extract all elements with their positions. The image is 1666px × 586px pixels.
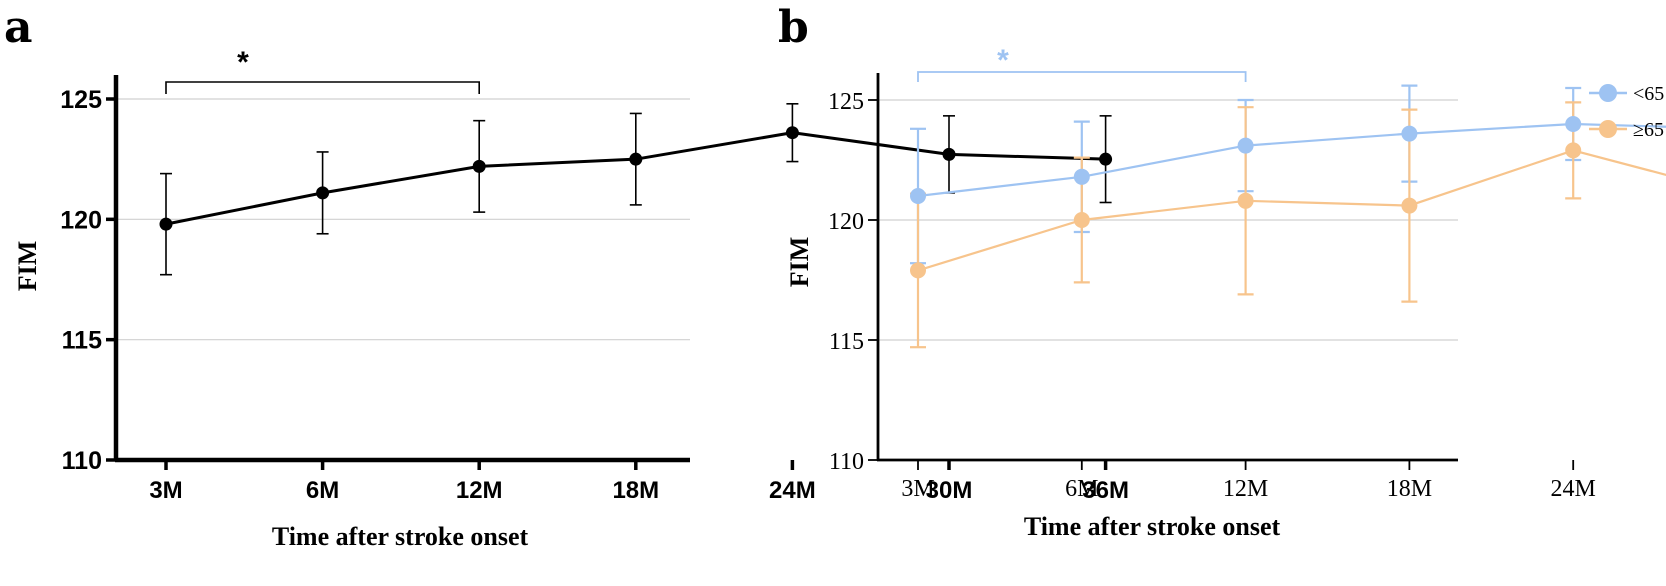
x-tick-label-3M: 3M (901, 476, 934, 502)
y-tick-label-125: 125 (60, 86, 102, 114)
y-tick-label-115: 115 (62, 327, 102, 355)
panel-b-legend: <65 ≥65 (1589, 83, 1664, 141)
x-tick-label-30M: 30M (926, 477, 973, 504)
y-tick-label-120: 120 (60, 206, 102, 234)
panel-a-letter: a (4, 2, 33, 53)
panel-b-significance-star: * (997, 44, 1009, 77)
x-tick-label-12M: 12M (456, 477, 503, 504)
legend-marker-under65 (1599, 84, 1617, 102)
data-point-All-12M (472, 159, 486, 173)
panel-a: a Time after stroke onset FIM 110 115 120 1… (4, 2, 1129, 551)
data-point-All-30M (942, 147, 956, 161)
data-point-All-6M (316, 186, 330, 200)
y-tick-label-115: 115 (829, 329, 864, 355)
data-point-≥65-24M (1565, 142, 1582, 159)
panel-a-y-axis-label: FIM (13, 241, 42, 292)
x-tick-label-18M: 18M (612, 477, 659, 504)
legend-label-65-and-over: ≥65 (1633, 119, 1664, 141)
data-point-<65-18M (1401, 125, 1418, 142)
legend-marker-65-and-over (1599, 120, 1617, 138)
x-tick-label-18M: 18M (1387, 476, 1432, 502)
x-tick-label-3M: 3M (149, 477, 182, 504)
x-tick-label-24M: 24M (769, 477, 816, 504)
x-tick-label-36M: 36M (1082, 477, 1129, 504)
panel-a-significance-star: * (237, 46, 249, 79)
y-tick-label-110: 110 (62, 447, 102, 475)
x-tick-label-6M: 6M (1065, 476, 1098, 502)
data-point-≥65-12M (1237, 192, 1254, 209)
data-point-All-3M (159, 217, 173, 231)
legend-label-under65: <65 (1633, 83, 1664, 105)
data-point-≥65-3M (910, 262, 926, 279)
y-tick-label-125: 125 (828, 89, 864, 115)
data-point-≥65-18M (1401, 197, 1418, 214)
data-point-<65-12M (1237, 137, 1254, 154)
x-tick-label-6M: 6M (306, 477, 339, 504)
significance-bracket (917, 71, 1247, 82)
data-point-<65-3M (910, 188, 926, 204)
data-point-<65-24M (1565, 116, 1582, 132)
data-point-≥65-6M (1073, 212, 1090, 228)
y-tick-label-120: 120 (828, 209, 864, 235)
data-point-<65-6M (1073, 168, 1090, 185)
x-tick-label-24M: 24M (1551, 476, 1596, 502)
x-tick-label-12M: 12M (1223, 476, 1268, 502)
series-line-<65 (917, 122, 1666, 198)
data-point-All-18M (629, 152, 643, 166)
significance-bracket (165, 81, 481, 94)
series-line-≥65 (917, 149, 1666, 272)
panel-b-letter: b (778, 2, 809, 53)
data-point-All-36M (1099, 152, 1113, 166)
panel-b-y-axis-label: FIM (785, 237, 814, 288)
y-tick-label-110: 110 (829, 449, 864, 475)
data-point-All-24M (785, 126, 799, 140)
panel-b-x-axis-label: Time after stroke onset (1024, 512, 1281, 541)
panel-a-x-axis-label: Time after stroke onset (272, 522, 529, 551)
panel-b: b Time after stroke onset FIM 110 115 120 1… (778, 2, 1666, 541)
